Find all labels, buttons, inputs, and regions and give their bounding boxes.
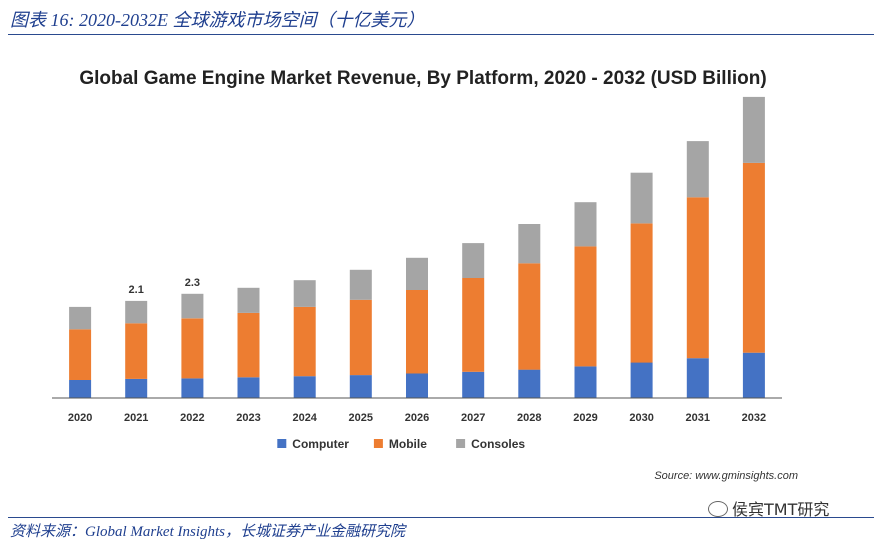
legend-label-mobile: Mobile (389, 437, 427, 451)
x-tick-2026: 2026 (405, 412, 429, 424)
footer-rule (8, 517, 874, 518)
legend-swatch-computer (277, 439, 287, 448)
bar-computer-2023 (237, 377, 260, 398)
x-tick-labels: 2020 2021 2022 2023 2024 2025 2026 2027 2028 2029… (68, 412, 766, 424)
bar-computer-2028 (518, 369, 541, 398)
data-label-2022: 2.3 (185, 277, 200, 289)
bar-consoles-2021 (125, 300, 148, 324)
bar-consoles-2025 (349, 269, 372, 300)
chart-title: Global Game Engine Market Revenue, By Pl… (79, 68, 766, 89)
bar-computer-2025 (349, 375, 372, 398)
x-tick-2027: 2027 (461, 412, 485, 424)
x-tick-2031: 2031 (686, 412, 710, 424)
x-tick-2025: 2025 (349, 412, 373, 424)
legend-swatch-mobile (373, 439, 383, 448)
bar-consoles-2031 (686, 141, 709, 198)
bar-consoles-2028 (518, 224, 541, 264)
bar-computer-2022 (181, 378, 204, 398)
x-tick-2021: 2021 (124, 412, 148, 424)
watermark: 侯宾TMT研究 (708, 496, 829, 520)
bar-mobile-2030 (630, 223, 653, 363)
x-tick-2024: 2024 (292, 412, 317, 424)
bar-computer-2027 (462, 371, 485, 398)
bar-computer-2026 (406, 373, 428, 398)
bar-computer-2020 (69, 380, 92, 398)
x-tick-2022: 2022 (180, 412, 204, 424)
bars-group (69, 96, 765, 398)
bar-consoles-2026 (406, 257, 428, 290)
watermark-text: 侯宾TMT研究 (732, 500, 830, 519)
bar-mobile-2027 (462, 278, 485, 372)
x-tick-2029: 2029 (573, 412, 597, 424)
bar-consoles-2022 (181, 293, 204, 319)
bar-mobile-2032 (742, 162, 765, 353)
bar-computer-2030 (630, 362, 653, 398)
bar-computer-2031 (686, 358, 709, 398)
x-tick-2032: 2032 (742, 412, 766, 424)
data-label-2021: 2.1 (129, 284, 144, 296)
bar-consoles-2023 (237, 287, 260, 313)
bar-computer-2021 (125, 378, 148, 398)
figure-title: 图表 16: 2020-2032E 全球游戏市场空间（十亿美元） (10, 10, 425, 30)
bar-mobile-2023 (237, 312, 260, 378)
source-note: Source: www.gminsights.com (654, 470, 798, 482)
x-tick-2020: 2020 (68, 412, 92, 424)
bar-consoles-2030 (630, 172, 653, 224)
bar-consoles-2027 (462, 243, 485, 278)
legend-label-computer: Computer (292, 437, 349, 451)
bar-mobile-2021 (125, 323, 148, 379)
bar-consoles-2020 (69, 306, 92, 330)
wechat-icon (708, 501, 728, 517)
bar-mobile-2028 (518, 263, 541, 370)
x-tick-2023: 2023 (236, 412, 260, 424)
bar-consoles-2029 (574, 202, 597, 247)
data-labels: 2.1 2.3 (129, 277, 200, 296)
legend-label-consoles: Consoles (471, 437, 525, 451)
bar-computer-2029 (574, 366, 597, 398)
header-rule (8, 34, 874, 35)
bar-mobile-2020 (69, 329, 92, 380)
bar-computer-2024 (293, 376, 316, 398)
x-tick-2030: 2030 (629, 412, 653, 424)
bar-consoles-2032 (742, 96, 765, 163)
bar-mobile-2024 (293, 306, 316, 377)
bar-consoles-2024 (293, 280, 316, 307)
bar-mobile-2031 (686, 197, 709, 359)
bar-mobile-2029 (574, 246, 597, 367)
legend-swatch-consoles (456, 439, 466, 448)
bar-mobile-2022 (181, 318, 204, 379)
bar-mobile-2026 (406, 290, 428, 374)
bar-computer-2032 (742, 352, 765, 398)
legend: Computer Mobile Consoles (277, 437, 525, 451)
footer-source: 资料来源：Global Market Insights，长城证券产业金融研究院 (10, 524, 405, 540)
x-tick-2028: 2028 (517, 412, 541, 424)
bar-mobile-2025 (349, 299, 372, 376)
